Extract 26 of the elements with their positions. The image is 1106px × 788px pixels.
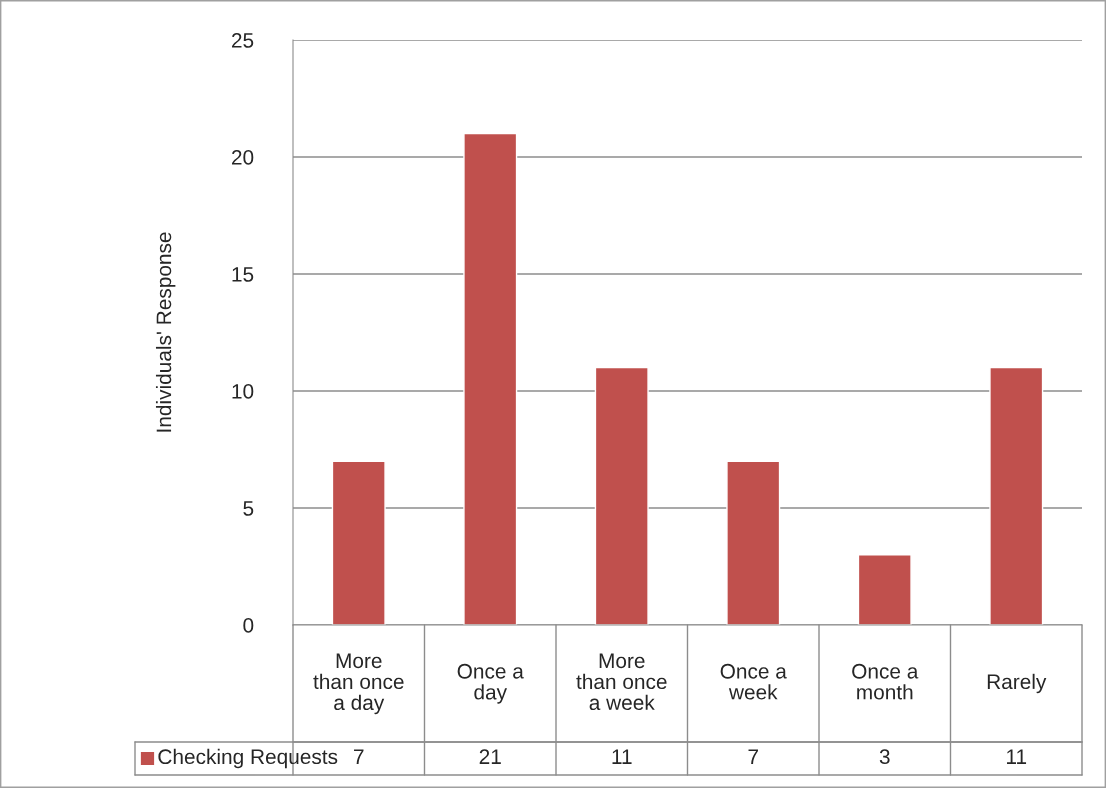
x-tick-label: More than once a week <box>576 653 667 711</box>
data-label: 3 <box>879 749 890 765</box>
y-tick-label: 0 <box>243 618 254 633</box>
bar <box>331 460 386 625</box>
data-label: 11 <box>1007 749 1027 764</box>
y-tick-label: 25 <box>231 33 254 48</box>
x-tick-label: Once a day <box>457 663 524 704</box>
y-tick-label: 15 <box>232 267 254 282</box>
y-tick-label: 5 <box>243 501 254 516</box>
data-label: 11 <box>612 749 632 764</box>
data-label: 7 <box>748 749 758 764</box>
data-label: 7 <box>354 749 364 764</box>
legend-label: Checking Requests <box>158 748 338 769</box>
x-tick-label: Once a month <box>852 663 919 700</box>
bar <box>989 366 1044 625</box>
x-tick-label: Rarely <box>987 673 1047 694</box>
x-tick-label: More than once a day <box>313 653 404 715</box>
y-tick-label: 10 <box>232 384 254 399</box>
data-label: 21 <box>479 749 501 764</box>
bar <box>463 132 518 625</box>
bar <box>594 366 649 625</box>
y-axis-title: Individuals' Response <box>155 232 176 432</box>
bar <box>857 554 912 625</box>
y-tick-label: 20 <box>231 150 254 165</box>
bar <box>726 460 781 625</box>
x-tick-label: Once a week <box>720 663 787 700</box>
